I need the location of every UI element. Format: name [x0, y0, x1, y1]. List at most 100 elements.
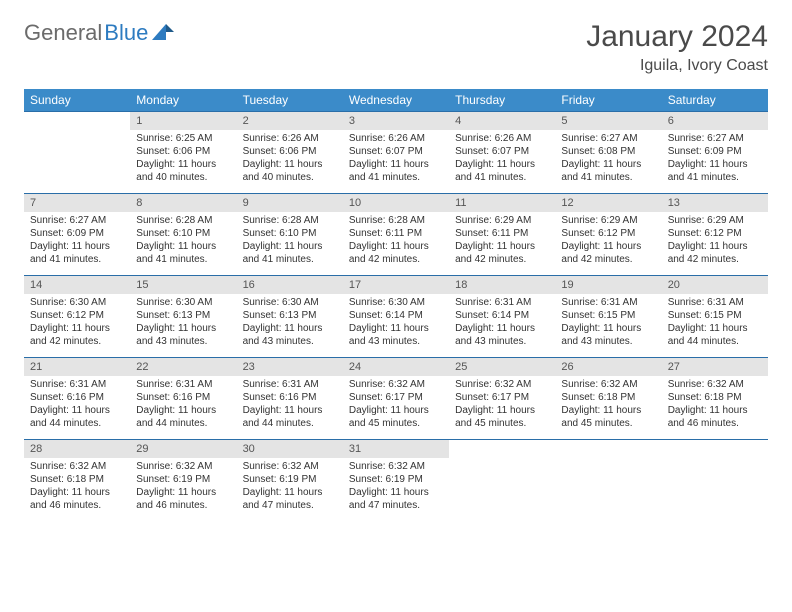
sunrise-text: Sunrise: 6:31 AM	[30, 378, 124, 391]
sunset-text: Sunset: 6:18 PM	[30, 473, 124, 486]
day-number: 10	[343, 193, 449, 212]
calendar-day-cell: 7Sunrise: 6:27 AMSunset: 6:09 PMDaylight…	[24, 193, 130, 275]
calendar-day-cell	[555, 439, 661, 521]
calendar-day-cell: 10Sunrise: 6:28 AMSunset: 6:11 PMDayligh…	[343, 193, 449, 275]
day-body: Sunrise: 6:32 AMSunset: 6:19 PMDaylight:…	[343, 458, 449, 516]
day-number: 21	[24, 357, 130, 376]
daylight-text: Daylight: 11 hours and 40 minutes.	[243, 158, 337, 184]
day-number: 20	[662, 275, 768, 294]
weekday-header: Thursday	[449, 89, 555, 111]
daynum-empty	[555, 439, 661, 456]
daylight-text: Daylight: 11 hours and 41 minutes.	[243, 240, 337, 266]
sunset-text: Sunset: 6:18 PM	[561, 391, 655, 404]
sunrise-text: Sunrise: 6:27 AM	[30, 214, 124, 227]
day-body: Sunrise: 6:30 AMSunset: 6:12 PMDaylight:…	[24, 294, 130, 352]
daylight-text: Daylight: 11 hours and 44 minutes.	[30, 404, 124, 430]
day-number: 19	[555, 275, 661, 294]
calendar-day-cell: 30Sunrise: 6:32 AMSunset: 6:19 PMDayligh…	[237, 439, 343, 521]
day-number: 6	[662, 111, 768, 130]
day-number: 27	[662, 357, 768, 376]
sunset-text: Sunset: 6:16 PM	[30, 391, 124, 404]
day-number: 15	[130, 275, 236, 294]
day-number: 7	[24, 193, 130, 212]
calendar-day-cell: 9Sunrise: 6:28 AMSunset: 6:10 PMDaylight…	[237, 193, 343, 275]
sunrise-text: Sunrise: 6:25 AM	[136, 132, 230, 145]
sunset-text: Sunset: 6:14 PM	[349, 309, 443, 322]
sunset-text: Sunset: 6:10 PM	[136, 227, 230, 240]
sunrise-text: Sunrise: 6:26 AM	[455, 132, 549, 145]
sunset-text: Sunset: 6:12 PM	[668, 227, 762, 240]
day-body: Sunrise: 6:32 AMSunset: 6:18 PMDaylight:…	[555, 376, 661, 434]
day-body: Sunrise: 6:32 AMSunset: 6:17 PMDaylight:…	[449, 376, 555, 434]
daylight-text: Daylight: 11 hours and 44 minutes.	[136, 404, 230, 430]
sunrise-text: Sunrise: 6:30 AM	[243, 296, 337, 309]
day-number: 2	[237, 111, 343, 130]
sunset-text: Sunset: 6:19 PM	[243, 473, 337, 486]
month-title: January 2024	[586, 20, 768, 53]
calendar-day-cell: 28Sunrise: 6:32 AMSunset: 6:18 PMDayligh…	[24, 439, 130, 521]
sunrise-text: Sunrise: 6:26 AM	[243, 132, 337, 145]
day-number: 22	[130, 357, 236, 376]
sunrise-text: Sunrise: 6:28 AM	[243, 214, 337, 227]
calendar-day-cell: 25Sunrise: 6:32 AMSunset: 6:17 PMDayligh…	[449, 357, 555, 439]
day-body: Sunrise: 6:31 AMSunset: 6:15 PMDaylight:…	[662, 294, 768, 352]
sunrise-text: Sunrise: 6:29 AM	[668, 214, 762, 227]
daylight-text: Daylight: 11 hours and 43 minutes.	[561, 322, 655, 348]
day-body: Sunrise: 6:28 AMSunset: 6:10 PMDaylight:…	[237, 212, 343, 270]
sunrise-text: Sunrise: 6:29 AM	[561, 214, 655, 227]
day-body: Sunrise: 6:32 AMSunset: 6:17 PMDaylight:…	[343, 376, 449, 434]
calendar-day-cell: 13Sunrise: 6:29 AMSunset: 6:12 PMDayligh…	[662, 193, 768, 275]
sunset-text: Sunset: 6:11 PM	[455, 227, 549, 240]
day-number: 12	[555, 193, 661, 212]
weekday-header: Monday	[130, 89, 236, 111]
calendar-day-cell: 2Sunrise: 6:26 AMSunset: 6:06 PMDaylight…	[237, 111, 343, 193]
day-body: Sunrise: 6:31 AMSunset: 6:16 PMDaylight:…	[130, 376, 236, 434]
sunrise-text: Sunrise: 6:28 AM	[349, 214, 443, 227]
sunrise-text: Sunrise: 6:30 AM	[30, 296, 124, 309]
day-body: Sunrise: 6:31 AMSunset: 6:16 PMDaylight:…	[24, 376, 130, 434]
day-body: Sunrise: 6:31 AMSunset: 6:15 PMDaylight:…	[555, 294, 661, 352]
day-body: Sunrise: 6:28 AMSunset: 6:10 PMDaylight:…	[130, 212, 236, 270]
calendar-day-cell: 21Sunrise: 6:31 AMSunset: 6:16 PMDayligh…	[24, 357, 130, 439]
day-body: Sunrise: 6:30 AMSunset: 6:13 PMDaylight:…	[130, 294, 236, 352]
calendar-day-cell: 26Sunrise: 6:32 AMSunset: 6:18 PMDayligh…	[555, 357, 661, 439]
sunrise-text: Sunrise: 6:27 AM	[668, 132, 762, 145]
title-block: January 2024 Iguila, Ivory Coast	[586, 20, 768, 75]
calendar-day-cell: 22Sunrise: 6:31 AMSunset: 6:16 PMDayligh…	[130, 357, 236, 439]
sunrise-text: Sunrise: 6:32 AM	[349, 460, 443, 473]
sunrise-text: Sunrise: 6:32 AM	[349, 378, 443, 391]
daylight-text: Daylight: 11 hours and 41 minutes.	[668, 158, 762, 184]
daylight-text: Daylight: 11 hours and 45 minutes.	[349, 404, 443, 430]
day-number: 9	[237, 193, 343, 212]
daylight-text: Daylight: 11 hours and 41 minutes.	[30, 240, 124, 266]
day-body: Sunrise: 6:29 AMSunset: 6:12 PMDaylight:…	[555, 212, 661, 270]
calendar-day-cell: 16Sunrise: 6:30 AMSunset: 6:13 PMDayligh…	[237, 275, 343, 357]
day-body: Sunrise: 6:32 AMSunset: 6:19 PMDaylight:…	[237, 458, 343, 516]
daylight-text: Daylight: 11 hours and 42 minutes.	[455, 240, 549, 266]
calendar-week-row: 7Sunrise: 6:27 AMSunset: 6:09 PMDaylight…	[24, 193, 768, 275]
day-body: Sunrise: 6:26 AMSunset: 6:07 PMDaylight:…	[449, 130, 555, 188]
sunset-text: Sunset: 6:06 PM	[136, 145, 230, 158]
day-body: Sunrise: 6:32 AMSunset: 6:18 PMDaylight:…	[24, 458, 130, 516]
daynum-empty	[24, 111, 130, 128]
daylight-text: Daylight: 11 hours and 41 minutes.	[561, 158, 655, 184]
location: Iguila, Ivory Coast	[586, 57, 768, 75]
day-body: Sunrise: 6:29 AMSunset: 6:11 PMDaylight:…	[449, 212, 555, 270]
day-number: 25	[449, 357, 555, 376]
day-body: Sunrise: 6:27 AMSunset: 6:08 PMDaylight:…	[555, 130, 661, 188]
sunrise-text: Sunrise: 6:26 AM	[349, 132, 443, 145]
day-body: Sunrise: 6:31 AMSunset: 6:14 PMDaylight:…	[449, 294, 555, 352]
calendar-day-cell: 29Sunrise: 6:32 AMSunset: 6:19 PMDayligh…	[130, 439, 236, 521]
daylight-text: Daylight: 11 hours and 41 minutes.	[455, 158, 549, 184]
day-number: 29	[130, 439, 236, 458]
calendar-day-cell: 24Sunrise: 6:32 AMSunset: 6:17 PMDayligh…	[343, 357, 449, 439]
calendar-day-cell: 1Sunrise: 6:25 AMSunset: 6:06 PMDaylight…	[130, 111, 236, 193]
calendar-day-cell: 15Sunrise: 6:30 AMSunset: 6:13 PMDayligh…	[130, 275, 236, 357]
day-body: Sunrise: 6:29 AMSunset: 6:12 PMDaylight:…	[662, 212, 768, 270]
day-number: 11	[449, 193, 555, 212]
calendar-table: SundayMondayTuesdayWednesdayThursdayFrid…	[24, 89, 768, 521]
sunset-text: Sunset: 6:07 PM	[455, 145, 549, 158]
day-body: Sunrise: 6:30 AMSunset: 6:14 PMDaylight:…	[343, 294, 449, 352]
calendar-head: SundayMondayTuesdayWednesdayThursdayFrid…	[24, 89, 768, 111]
daynum-empty	[449, 439, 555, 456]
